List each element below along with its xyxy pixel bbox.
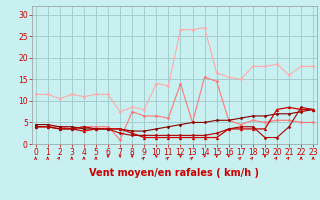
X-axis label: Vent moyen/en rafales ( km/h ): Vent moyen/en rafales ( km/h ): [89, 168, 260, 178]
